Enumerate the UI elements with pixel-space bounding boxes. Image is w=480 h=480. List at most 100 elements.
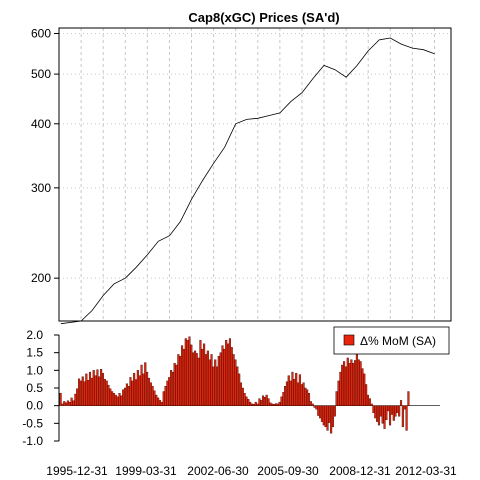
- mom-bar: [179, 356, 182, 406]
- mom-bar: [206, 350, 209, 406]
- mom-bar: [65, 402, 68, 406]
- mom-bar: [188, 336, 191, 406]
- mom-bar: [274, 403, 277, 406]
- mom-bar: [353, 360, 357, 406]
- mom-bar: [101, 372, 104, 406]
- mom-bar: [88, 371, 92, 406]
- mom-bar: [127, 386, 130, 406]
- mom-bar: [379, 405, 382, 417]
- mom-bar: [359, 361, 362, 406]
- mom-bar: [370, 403, 373, 406]
- mom-bar: [147, 377, 151, 406]
- x-tick-label: 1995-12-31: [46, 464, 108, 478]
- price-panel-frame: [58, 27, 452, 322]
- mom-bar: [234, 359, 237, 406]
- mom-bar: [273, 404, 276, 406]
- x-tick-label: 2002-06-30: [187, 464, 249, 478]
- mom-bar: [76, 388, 79, 406]
- mom-bar: [149, 382, 152, 406]
- mom-bar: [377, 405, 381, 426]
- mom-bar: [333, 405, 336, 417]
- mom-bar: [317, 405, 320, 416]
- mom-bar: [396, 405, 399, 413]
- mom-bar: [401, 405, 404, 428]
- mom-bar: [385, 405, 388, 421]
- mom-bar: [182, 348, 185, 406]
- mom-bar: [195, 353, 198, 406]
- mom-bar: [309, 401, 312, 406]
- mom-bar: [271, 403, 274, 406]
- mom-bar: [387, 405, 390, 412]
- mom-bar: [307, 393, 311, 406]
- x-axis-labels: 1995-12-31 1999-03-31 2002-06-30 2005-09-30…: [46, 464, 457, 478]
- mom-bar: [383, 405, 386, 429]
- mom-bar: [284, 386, 287, 406]
- mom-bar: [214, 359, 217, 406]
- mom-bar: [249, 401, 252, 406]
- mom-bars: [59, 336, 410, 434]
- mom-bar: [326, 405, 329, 431]
- mom-bar: [129, 377, 132, 406]
- x-tick-label: 2012-03-31: [395, 464, 457, 478]
- mom-bar: [355, 351, 358, 406]
- mom-bar: [199, 340, 202, 406]
- mom-bar: [361, 368, 364, 406]
- price-panel-grid: [58, 28, 451, 321]
- legend: Δ% MoM (SA): [333, 326, 450, 355]
- mom-bar: [204, 354, 208, 406]
- mom-bar: [70, 397, 73, 406]
- mom-bar: [328, 405, 331, 423]
- mom-bar: [223, 348, 226, 406]
- mom-bar: [407, 391, 410, 406]
- mom-bar: [184, 338, 187, 406]
- mom-bar: [241, 387, 244, 406]
- mom-bar: [304, 387, 307, 406]
- mom-y-tick-label: 0.0: [26, 399, 43, 413]
- mom-bar: [344, 366, 347, 406]
- mom-bar: [403, 405, 406, 410]
- mom-bar: [372, 405, 375, 413]
- mom-bar: [261, 395, 265, 406]
- mom-bar: [217, 356, 220, 406]
- mom-bar: [239, 382, 242, 406]
- mom-bar: [158, 400, 162, 406]
- x-tick-label: 2008-12-31: [329, 464, 391, 478]
- mom-bar: [96, 369, 99, 406]
- mom-bar: [341, 364, 344, 406]
- mom-bar: [245, 396, 248, 406]
- legend-swatch: [343, 334, 355, 346]
- mom-bar: [366, 394, 370, 406]
- mom-bar: [291, 371, 294, 406]
- mom-bar: [170, 370, 173, 406]
- mom-bar: [225, 340, 228, 406]
- mom-bar: [392, 405, 395, 421]
- mom-bar: [157, 397, 160, 406]
- mom-bar: [109, 388, 112, 406]
- mom-bar: [339, 371, 342, 406]
- mom-bar: [226, 343, 230, 406]
- mom-bar: [107, 384, 110, 406]
- mom-bar: [120, 395, 123, 406]
- mom-bar: [289, 380, 292, 406]
- mom-bar: [352, 363, 355, 406]
- mom-y-tick-label: 0.5: [26, 381, 43, 395]
- mom-bar: [357, 359, 360, 406]
- mom-bar: [180, 345, 184, 406]
- price-panel-y-axis: 200 300 400 500 600: [31, 26, 59, 285]
- mom-bar: [68, 401, 71, 406]
- mom-bar: [146, 371, 149, 406]
- mom-bar: [368, 398, 371, 406]
- mom-bar: [193, 350, 197, 406]
- mom-bar: [87, 380, 90, 406]
- mom-bar: [177, 354, 180, 406]
- mom-bar: [311, 403, 314, 406]
- mom-bar: [122, 389, 125, 406]
- mom-y-tick-label: 1.0: [26, 363, 43, 377]
- mom-bar: [350, 359, 353, 406]
- mom-bar: [230, 347, 233, 406]
- mom-bar: [335, 391, 338, 406]
- mom-bar: [258, 398, 261, 406]
- y-tick-label: 300: [31, 181, 51, 195]
- mom-bar: [131, 380, 134, 406]
